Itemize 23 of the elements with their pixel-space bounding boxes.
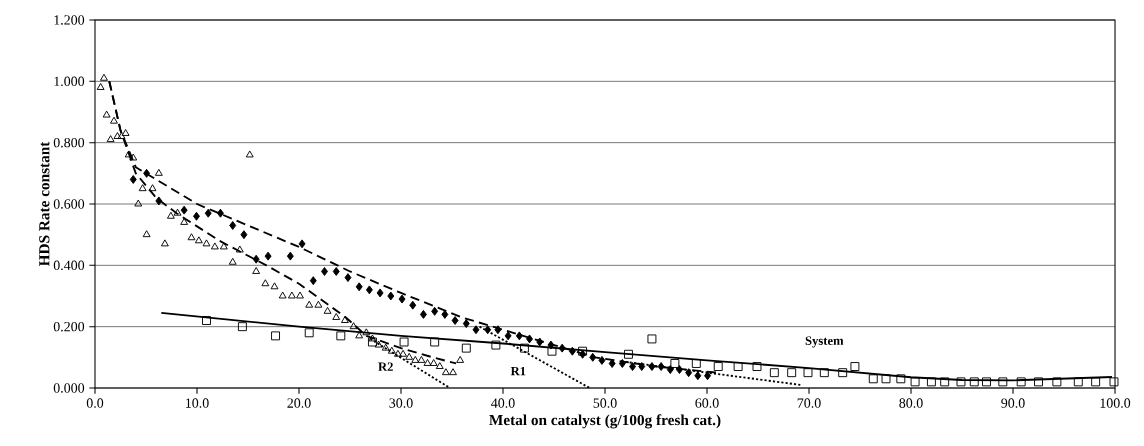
x-tick-label: 20.0 bbox=[287, 398, 311, 408]
y-tick-label: 0.400 bbox=[53, 260, 85, 271]
y-axis-title: HDS Rate constant bbox=[39, 141, 50, 267]
annotation: System bbox=[805, 336, 844, 348]
annotation: R1 bbox=[510, 366, 526, 376]
x-tick-label: 60.0 bbox=[695, 398, 719, 408]
y-tick-label: 1.200 bbox=[54, 15, 85, 25]
x-tick-label: 40.0 bbox=[491, 398, 515, 408]
x-tick-label: 10.0 bbox=[186, 398, 209, 408]
x-tick-label: 80.0 bbox=[899, 398, 923, 408]
y-tick-label: 0.800 bbox=[53, 137, 85, 148]
x-axis-title: Metal on catalyst (g/100g fresh cat.) bbox=[489, 414, 721, 429]
annotation: R2 bbox=[378, 362, 393, 371]
x-tick-label: 30.0 bbox=[389, 398, 413, 408]
x-tick-label: 70.0 bbox=[797, 398, 821, 408]
y-tick-label: 0.000 bbox=[53, 383, 85, 393]
y-tick-label: 0.600 bbox=[53, 199, 85, 209]
x-tick-label: 50.0 bbox=[593, 398, 617, 408]
x-tick-label: 0.0 bbox=[86, 398, 104, 408]
y-tick-label: 1.000 bbox=[54, 76, 85, 87]
y-tick-label: 0.200 bbox=[53, 321, 85, 332]
x-tick-label: 90.0 bbox=[1001, 398, 1025, 408]
x-tick-label: 100.0 bbox=[1100, 398, 1131, 408]
